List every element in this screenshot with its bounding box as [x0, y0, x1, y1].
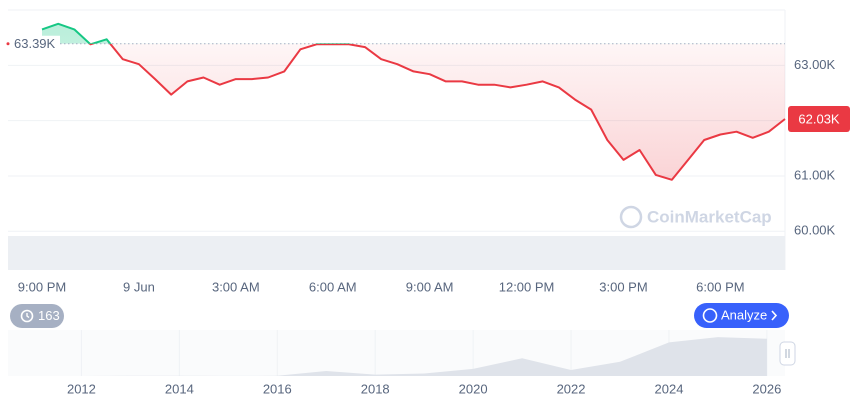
y-tick-label: 60.00K — [794, 223, 836, 238]
last-price-box — [788, 105, 850, 132]
overview-x-tick-label: 2018 — [361, 381, 390, 396]
volume-band — [8, 236, 785, 270]
x-tick-label: 6:00 AM — [309, 279, 357, 294]
analyze-button-label: Analyze — [721, 307, 767, 322]
badge-count: 163 — [38, 308, 60, 323]
overview-handle[interactable] — [779, 341, 796, 366]
overview-x-tick-label: 2016 — [263, 381, 292, 396]
x-tick-label: 6:00 PM — [696, 279, 744, 294]
analyze-icon — [702, 308, 718, 323]
overview-x-tick-label: 2014 — [165, 381, 194, 396]
reference-dot — [6, 42, 10, 46]
overview-x-tick-label: 2024 — [655, 381, 684, 396]
reference-label-bg — [12, 35, 60, 52]
overview-x-tick-label: 2022 — [557, 381, 586, 396]
y-tick-label: 63.00K — [794, 57, 836, 72]
chevron — [771, 310, 778, 321]
last-price-label: 62.03K — [798, 111, 840, 126]
x-tick-label: 9:00 PM — [18, 279, 66, 294]
x-tick-label: 9 Jun — [123, 279, 155, 294]
overview-x-tick-label: 2012 — [67, 381, 96, 396]
x-tick-label: 9:00 AM — [406, 279, 454, 294]
x-tick-label: 12:00 PM — [499, 279, 555, 294]
analyze-button[interactable]: Analyze — [694, 303, 789, 328]
y-tick-label: 61.00K — [794, 167, 836, 182]
watermark-logo — [619, 205, 643, 229]
x-tick-label: 3:00 PM — [599, 279, 647, 294]
overview-x-tick-label: 2020 — [459, 381, 488, 396]
reference-label: 63.39K — [14, 36, 56, 51]
analyze-button-background — [694, 303, 789, 328]
overview-area — [32, 337, 767, 376]
area-below-reference — [42, 43, 785, 180]
overview-x-tick-label: 2026 — [752, 381, 781, 396]
badge-background — [10, 304, 64, 328]
watermark: CoinMarketCap — [647, 207, 772, 226]
badge[interactable]: 163 — [10, 304, 64, 328]
handle-box — [779, 341, 796, 366]
price-line — [88, 43, 786, 181]
history-icon — [20, 309, 34, 323]
history-icon-hands — [26, 313, 30, 319]
x-tick-label: 3:00 AM — [212, 279, 260, 294]
